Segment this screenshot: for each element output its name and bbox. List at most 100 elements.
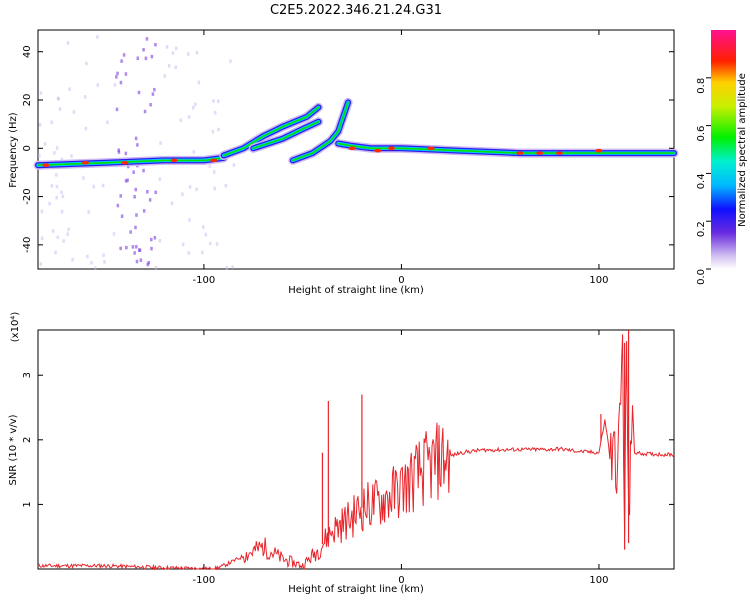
noise-speckle [40,236,44,240]
spectral-peak [555,151,563,155]
noise-speckle [170,201,174,206]
spectrogram-x-ticks: -100 0 100 [193,30,608,286]
noise-speckle [51,229,55,233]
noise-speckle [217,127,220,132]
noise-speckle [127,164,130,169]
figure-title: C2E5.2022.346.21.24.G31 [270,3,442,18]
spectrogram-y-ticks: -40 -20 0 20 40 [22,45,674,253]
noise-speckle [132,170,135,174]
x-tick-label: 100 [589,575,608,586]
noise-speckle [134,225,137,230]
noise-speckle [57,97,60,101]
spectral-peak [81,160,89,165]
noise-speckle [194,102,197,107]
y-tick-label: 40 [22,45,33,58]
colorbar-tick-label: 0.4 [696,173,707,189]
y-tick-label: 1 [22,501,33,507]
noise-speckle [137,90,141,95]
noise-speckle [231,265,234,269]
noise-speckle [208,241,212,246]
noise-speckle [139,258,143,262]
noise-speckle [60,157,64,162]
noise-speckle [115,107,119,112]
noise-speckle [212,99,215,103]
noise-speckle [55,173,58,177]
noise-speckle [142,48,145,52]
noise-speckle [38,122,42,127]
noise-speckle [188,185,192,189]
spectral-ridge [252,120,320,150]
noise-speckle [124,179,128,183]
noise-speckle [116,203,120,208]
noise-speckle [224,183,228,188]
spectral-peak [388,146,396,151]
noise-speckle [188,218,191,222]
noise-speckle [86,254,89,259]
noise-speckle [181,192,184,196]
noise-speckle [165,45,169,49]
noise-speckle [101,183,105,188]
spectral-ridge [337,142,675,154]
noise-speckle [232,163,236,167]
noise-speckle [102,253,105,257]
noise-speckle [66,41,70,45]
noise-speckle [85,61,88,66]
noise-speckle [163,74,166,78]
noise-speckle [143,109,147,114]
noise-speckle [150,246,153,251]
noise-speckle [208,164,212,168]
noise-speckle [142,209,146,213]
noise-speckle [149,102,152,107]
y-tick-label: 3 [22,372,33,378]
noise-speckle [148,198,152,202]
noise-speckle [119,246,122,251]
noise-speckle [106,120,109,124]
noise-speckle [72,110,76,114]
spectrogram-marks [33,35,679,271]
noise-speckle [134,136,138,141]
noise-speckle [94,266,97,271]
spectral-peak [348,146,356,151]
noise-speckle [179,118,183,122]
noise-speckle [124,72,128,76]
noise-speckle [158,238,162,243]
noise-speckle [213,110,217,115]
snr-panel: -100 0 100 1 2 3 (x10⁴) Height of straight l… [8,312,675,595]
noise-speckle [131,245,135,249]
spectral-ridge [222,106,320,157]
noise-speckle [124,151,128,156]
snr-x-label: Height of straight line (km) [288,584,424,595]
noise-speckle [82,176,85,180]
spectral-ridge [292,101,349,162]
noise-speckle [125,245,128,250]
noise-speckle [150,54,154,59]
colorbar-label: Normalized spectral amplitude [737,73,748,227]
noise-speckle [135,213,138,217]
y-tick-label: -40 [22,237,33,253]
noise-speckle [48,201,51,206]
noise-speckle [197,80,201,85]
noise-speckle [39,262,43,266]
noise-speckle [181,242,185,247]
noise-speckle [146,262,150,267]
snr-series-line [37,334,675,571]
noise-speckle [154,265,158,270]
colorbar-tick-label: 0.0 [696,269,707,285]
noise-speckle [60,210,64,214]
noise-speckle [54,250,57,255]
noise-speckle [83,95,87,99]
noise-speckle [55,184,59,189]
noise-speckle [174,65,177,70]
noise-speckle [153,236,157,240]
snr-marks [37,330,675,571]
noise-speckle [136,143,139,147]
noise-speckle [84,126,88,131]
colorbar-bar [711,30,736,269]
noise-speckle [115,75,118,79]
noise-speckle [134,187,137,192]
noise-speckle [50,120,53,124]
noise-speckle [135,245,138,249]
noise-speckle [153,87,156,92]
colorbar-tick-label: 0.8 [696,78,707,94]
